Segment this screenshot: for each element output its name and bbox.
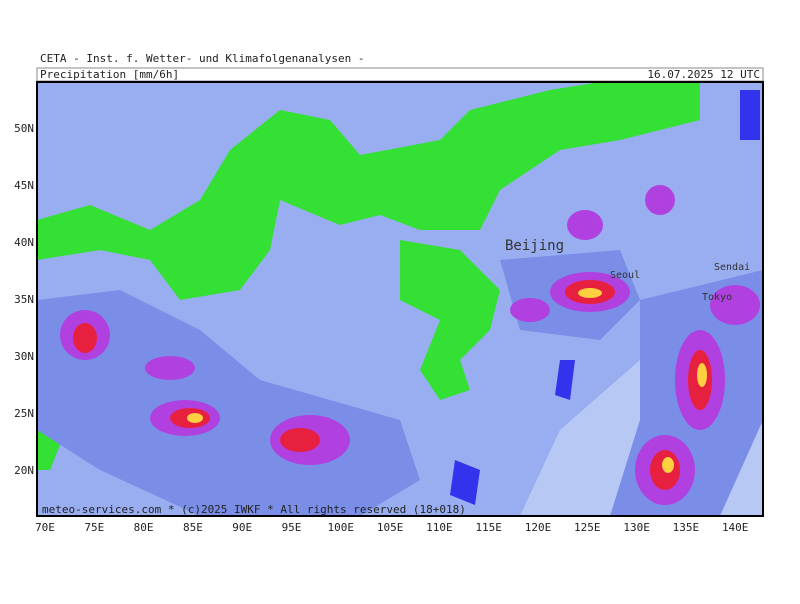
footer: meteo-services.com * (c)2025 IWKF * All …	[42, 503, 466, 516]
lon-label: 125E	[574, 521, 601, 534]
city-label: Beijing	[505, 238, 564, 254]
lon-label: 80E	[134, 521, 154, 534]
lat-label: 25N	[14, 407, 34, 420]
lon-label: 90E	[232, 521, 252, 534]
lon-label: 100E	[328, 521, 355, 534]
variable: Precipitation [mm/6h]	[40, 68, 179, 81]
lat-label: 50N	[14, 122, 34, 135]
header-title: CETA - Inst. f. Wetter- und Klimafolgena…	[40, 52, 365, 65]
lon-label: 120E	[525, 521, 552, 534]
map	[37, 82, 763, 516]
city-label: Tokyo	[702, 292, 732, 303]
lon-label: 85E	[183, 521, 203, 534]
lon-label: 115E	[475, 521, 502, 534]
lon-label: 95E	[282, 521, 302, 534]
lon-label: 110E	[426, 521, 453, 534]
city-label: Seoul	[610, 270, 640, 281]
lat-label: 40N	[14, 236, 34, 249]
datetime: 16.07.2025 12 UTC	[647, 68, 760, 81]
lon-label: 70E	[35, 521, 55, 534]
labels: 50N 45N 40N 35N 30N 25N 20N 70E 75E 80E 85E 90E 95E 1…	[14, 122, 750, 534]
city-label: Sendai	[714, 262, 750, 273]
lat-label: 20N	[14, 464, 34, 477]
lon-label: 135E	[673, 521, 700, 534]
lon-label: 140E	[722, 521, 749, 534]
map-frame	[36, 81, 764, 517]
lat-label: 30N	[14, 350, 34, 363]
lon-label: 105E	[377, 521, 404, 534]
lat-label: 35N	[14, 293, 34, 306]
lat-label: 45N	[14, 179, 34, 192]
lon-label: 75E	[84, 521, 104, 534]
lon-label: 130E	[623, 521, 650, 534]
